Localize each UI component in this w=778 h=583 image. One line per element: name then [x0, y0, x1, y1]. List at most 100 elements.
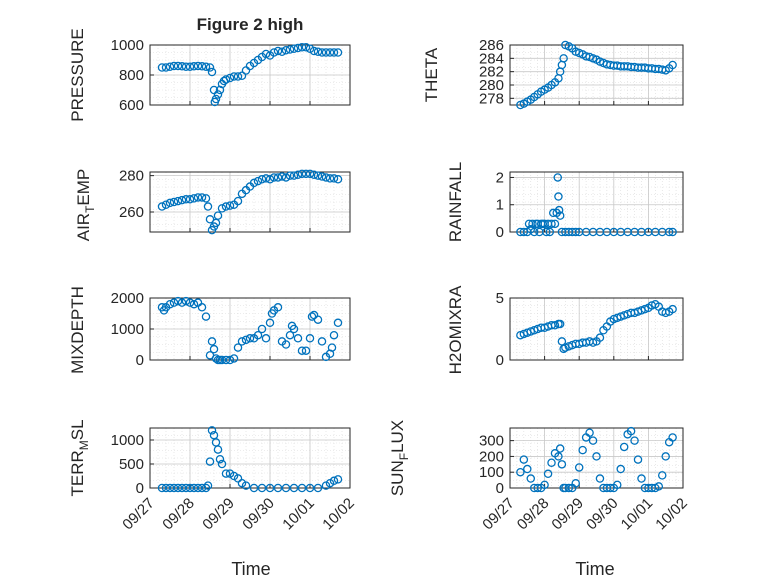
data-point — [553, 173, 562, 182]
data-point — [197, 193, 207, 202]
data-point — [329, 174, 339, 183]
data-point — [297, 169, 307, 179]
data-point — [189, 483, 199, 493]
data-point — [595, 474, 605, 483]
data-point — [543, 469, 553, 479]
data-point — [545, 227, 555, 237]
data-point — [595, 333, 605, 342]
data-point — [277, 172, 287, 181]
panel-rainfall: 0 1 2 — [496, 169, 684, 241]
data-point — [233, 72, 243, 81]
data-point — [554, 452, 563, 461]
data-point — [289, 483, 299, 493]
data-point — [185, 483, 195, 493]
data-point — [261, 49, 271, 59]
data-point — [213, 90, 223, 99]
data-point — [177, 62, 187, 71]
data-point — [293, 170, 303, 179]
data-point — [333, 318, 343, 328]
data-point — [592, 452, 601, 461]
data-point — [619, 442, 629, 452]
data-point — [293, 334, 303, 343]
data-point — [193, 61, 203, 71]
ylabel-sun-flux-tail: LUX — [388, 420, 407, 453]
data-point — [181, 195, 191, 204]
y-tick-label: 1 — [496, 197, 504, 214]
y-tick-label: 300 — [479, 433, 504, 450]
data-point — [574, 463, 584, 472]
data-point — [221, 75, 231, 84]
data-point — [193, 483, 203, 493]
data-point — [668, 304, 677, 314]
data-point — [281, 340, 291, 349]
data-point — [555, 444, 565, 453]
data-point — [555, 211, 565, 220]
y-tick-label: 200 — [479, 448, 504, 465]
data-point — [325, 48, 335, 57]
data-point — [289, 171, 299, 180]
panel-h2omixra: 05 — [496, 290, 684, 369]
data-point — [542, 227, 551, 237]
data-point — [329, 48, 339, 57]
xlabel-left: Time — [231, 559, 270, 579]
data-point — [533, 483, 542, 493]
ylabel-theta: THETA — [422, 47, 441, 102]
data-point — [664, 227, 674, 237]
data-point — [668, 433, 677, 442]
axes-frame — [509, 427, 684, 489]
y-tick-label: 600 — [119, 97, 144, 114]
data-point — [225, 73, 235, 83]
data-point — [197, 62, 207, 71]
data-point — [321, 173, 331, 182]
y-tick-label: 1000 — [111, 321, 144, 338]
data-point — [313, 47, 323, 57]
ylabel-pressure: PRESSURE — [68, 28, 87, 122]
data-point — [241, 481, 251, 490]
data-point — [661, 452, 670, 461]
data-point — [626, 426, 636, 436]
data-point — [285, 45, 295, 54]
y-tick-label: 2 — [496, 169, 504, 186]
data-point — [221, 469, 231, 478]
data-point — [555, 319, 565, 329]
data-point — [177, 298, 187, 307]
y-tick-label: 260 — [119, 204, 144, 221]
data-point — [229, 72, 239, 81]
data-point — [189, 299, 199, 309]
data-point — [317, 337, 327, 346]
data-point — [213, 445, 223, 454]
data-point — [571, 479, 580, 488]
data-point — [519, 227, 529, 237]
data-point — [169, 298, 179, 307]
ylabel-h2omixra: H2OMIXRA — [446, 285, 465, 374]
data-point — [327, 343, 337, 352]
data-point — [293, 43, 303, 53]
data-point — [177, 195, 187, 205]
data-point — [588, 436, 598, 445]
data-point — [668, 60, 677, 70]
data-point — [173, 296, 183, 306]
data-point — [181, 62, 191, 72]
data-point — [557, 460, 567, 469]
data-point — [207, 337, 217, 346]
ylabel-sun-flux-main: SUN — [388, 460, 407, 496]
data-point — [333, 475, 343, 484]
y-tick-label: 0 — [496, 352, 504, 369]
ylabel-air-temp-tail: EMP — [74, 169, 93, 206]
data-point — [253, 330, 263, 340]
data-point — [317, 48, 327, 57]
data-point — [289, 44, 299, 54]
data-point — [157, 483, 167, 493]
data-point — [540, 480, 549, 490]
data-point — [578, 445, 587, 455]
data-point — [637, 474, 646, 483]
panel-air-temp: 260 280 — [119, 168, 351, 235]
data-point — [333, 175, 343, 184]
data-point — [265, 175, 275, 184]
data-point — [657, 471, 667, 480]
axes-frame — [509, 44, 684, 106]
y-tick-label: 0 — [496, 480, 504, 497]
data-point — [205, 457, 215, 466]
